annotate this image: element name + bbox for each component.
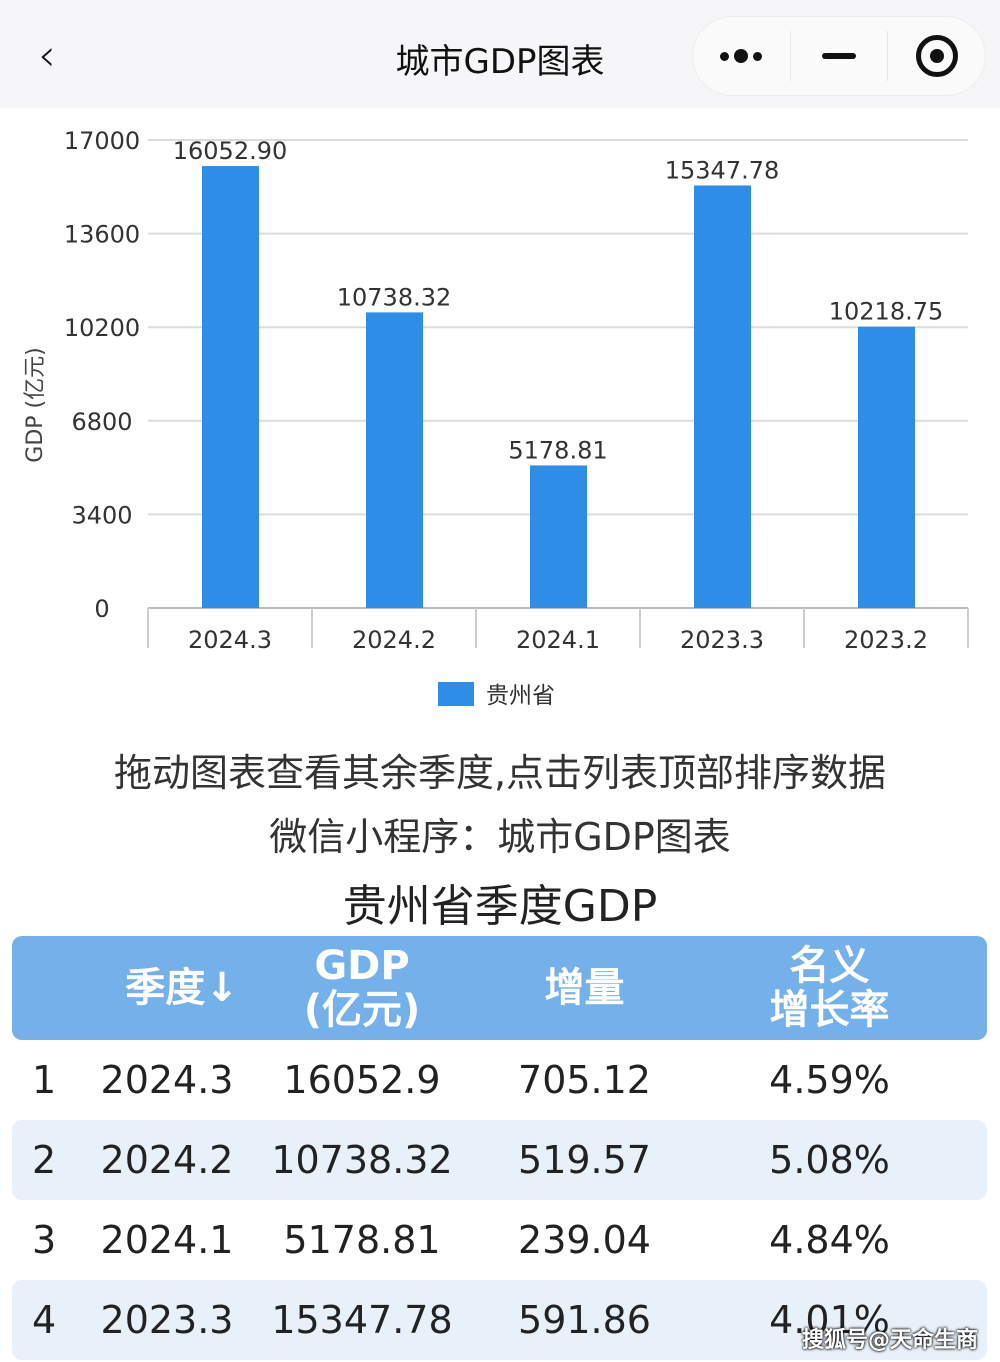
- capsule-menu: [692, 16, 986, 96]
- table-row[interactable]: 1 2024.3 16052.9 705.12 4.59%: [12, 1040, 987, 1120]
- bar-data-label: 5178.81: [508, 436, 607, 464]
- bar-data-label: 10218.75: [829, 298, 944, 326]
- bar: [366, 312, 423, 608]
- cell-gdp: 16052.9: [283, 1058, 441, 1102]
- y-axis-label: GDP (亿元): [23, 347, 48, 462]
- title-bar: ‹ 城市GDP图表: [0, 0, 1000, 108]
- col-quarter-sort[interactable]: 季度↓: [125, 965, 239, 1011]
- x-tick-label: 2023.3: [680, 626, 764, 654]
- target-circle-icon: [915, 35, 958, 77]
- cell-index: 4: [32, 1298, 57, 1342]
- y-tick-label: 13600: [64, 221, 140, 249]
- cell-gdp: 15347.78: [271, 1298, 453, 1342]
- y-tick-label: 17000: [64, 127, 140, 155]
- gdp-bar-chart[interactable]: 0 3400 6800 10200 13600 17000 GDP (亿元) 16052.90…: [0, 0, 1000, 720]
- bar-data-label: 10738.32: [337, 283, 452, 311]
- cell-index: 3: [32, 1218, 57, 1262]
- bar-data-label: 16052.90: [173, 137, 288, 165]
- bar: [202, 166, 259, 608]
- table-row[interactable]: 4 2023.3 15347.78 591.86 4.01%: [12, 1280, 987, 1360]
- cell-growth: 4.01%: [769, 1298, 890, 1342]
- x-tick-label: 2024.3: [188, 626, 272, 654]
- x-tick-label: 2024.2: [352, 626, 436, 654]
- minus-icon: [822, 53, 856, 59]
- y-tick-label: 0: [94, 595, 109, 623]
- drag-hint: 拖动图表查看其余季度,点击列表顶部排序数据: [113, 751, 887, 795]
- more-button[interactable]: [693, 17, 790, 95]
- x-tick-label: 2023.2: [844, 626, 928, 654]
- x-tick-label: 2024.1: [516, 626, 600, 654]
- bar-data-label: 15347.78: [665, 156, 780, 184]
- cell-increase: 519.57: [518, 1138, 651, 1182]
- y-tick-label: 3400: [71, 501, 132, 529]
- cell-quarter: 2024.1: [100, 1218, 234, 1262]
- bar: [858, 326, 915, 608]
- cell-increase: 239.04: [518, 1218, 651, 1262]
- y-tick-label: 6800: [71, 408, 132, 436]
- more-dots-icon: [720, 49, 763, 63]
- cell-growth: 5.08%: [769, 1138, 890, 1182]
- close-button[interactable]: [888, 17, 985, 95]
- y-tick-label: 10200: [64, 314, 140, 342]
- cell-quarter: 2024.2: [100, 1138, 234, 1182]
- cell-index: 1: [32, 1058, 57, 1102]
- legend-label: 贵州省: [486, 683, 555, 709]
- miniprogram-hint: 微信小程序：城市GDP图表: [269, 815, 731, 859]
- cell-index: 2: [32, 1138, 57, 1182]
- gdp-table: 季度↓ GDP (亿元) 增量 名义 增长率 1 2024.3 16052.9 705…: [12, 936, 987, 1360]
- table-row[interactable]: 3 2024.1 5178.81 239.04 4.84%: [12, 1200, 987, 1280]
- cell-growth: 4.59%: [769, 1058, 890, 1102]
- cell-quarter: 2024.3: [100, 1058, 234, 1102]
- page-title: 城市GDP图表: [395, 42, 605, 82]
- cell-gdp: 10738.32: [271, 1138, 453, 1182]
- watermark: 搜狐号@天命生商: [801, 1328, 978, 1353]
- bar: [694, 185, 751, 608]
- table-title: 贵州省季度GDP: [342, 881, 658, 932]
- cell-quarter: 2023.3: [100, 1298, 234, 1342]
- col-increase-sort[interactable]: 增量: [544, 965, 625, 1011]
- cell-increase: 591.86: [518, 1298, 651, 1342]
- cell-growth: 4.84%: [769, 1218, 890, 1262]
- cell-increase: 705.12: [518, 1058, 651, 1102]
- table-row[interactable]: 2 2024.2 10738.32 519.57 5.08%: [12, 1120, 987, 1200]
- chevron-left-icon[interactable]: ‹: [38, 30, 56, 81]
- legend-swatch: [438, 682, 474, 706]
- col-growth-sort[interactable]: 名义 增长率: [769, 943, 890, 1033]
- col-gdp-sort[interactable]: GDP (亿元): [303, 943, 421, 1033]
- minimize-button[interactable]: [791, 17, 888, 95]
- table-header: 季度↓ GDP (亿元) 增量 名义 增长率: [12, 936, 987, 1040]
- cell-gdp: 5178.81: [283, 1218, 441, 1262]
- bar: [530, 465, 587, 608]
